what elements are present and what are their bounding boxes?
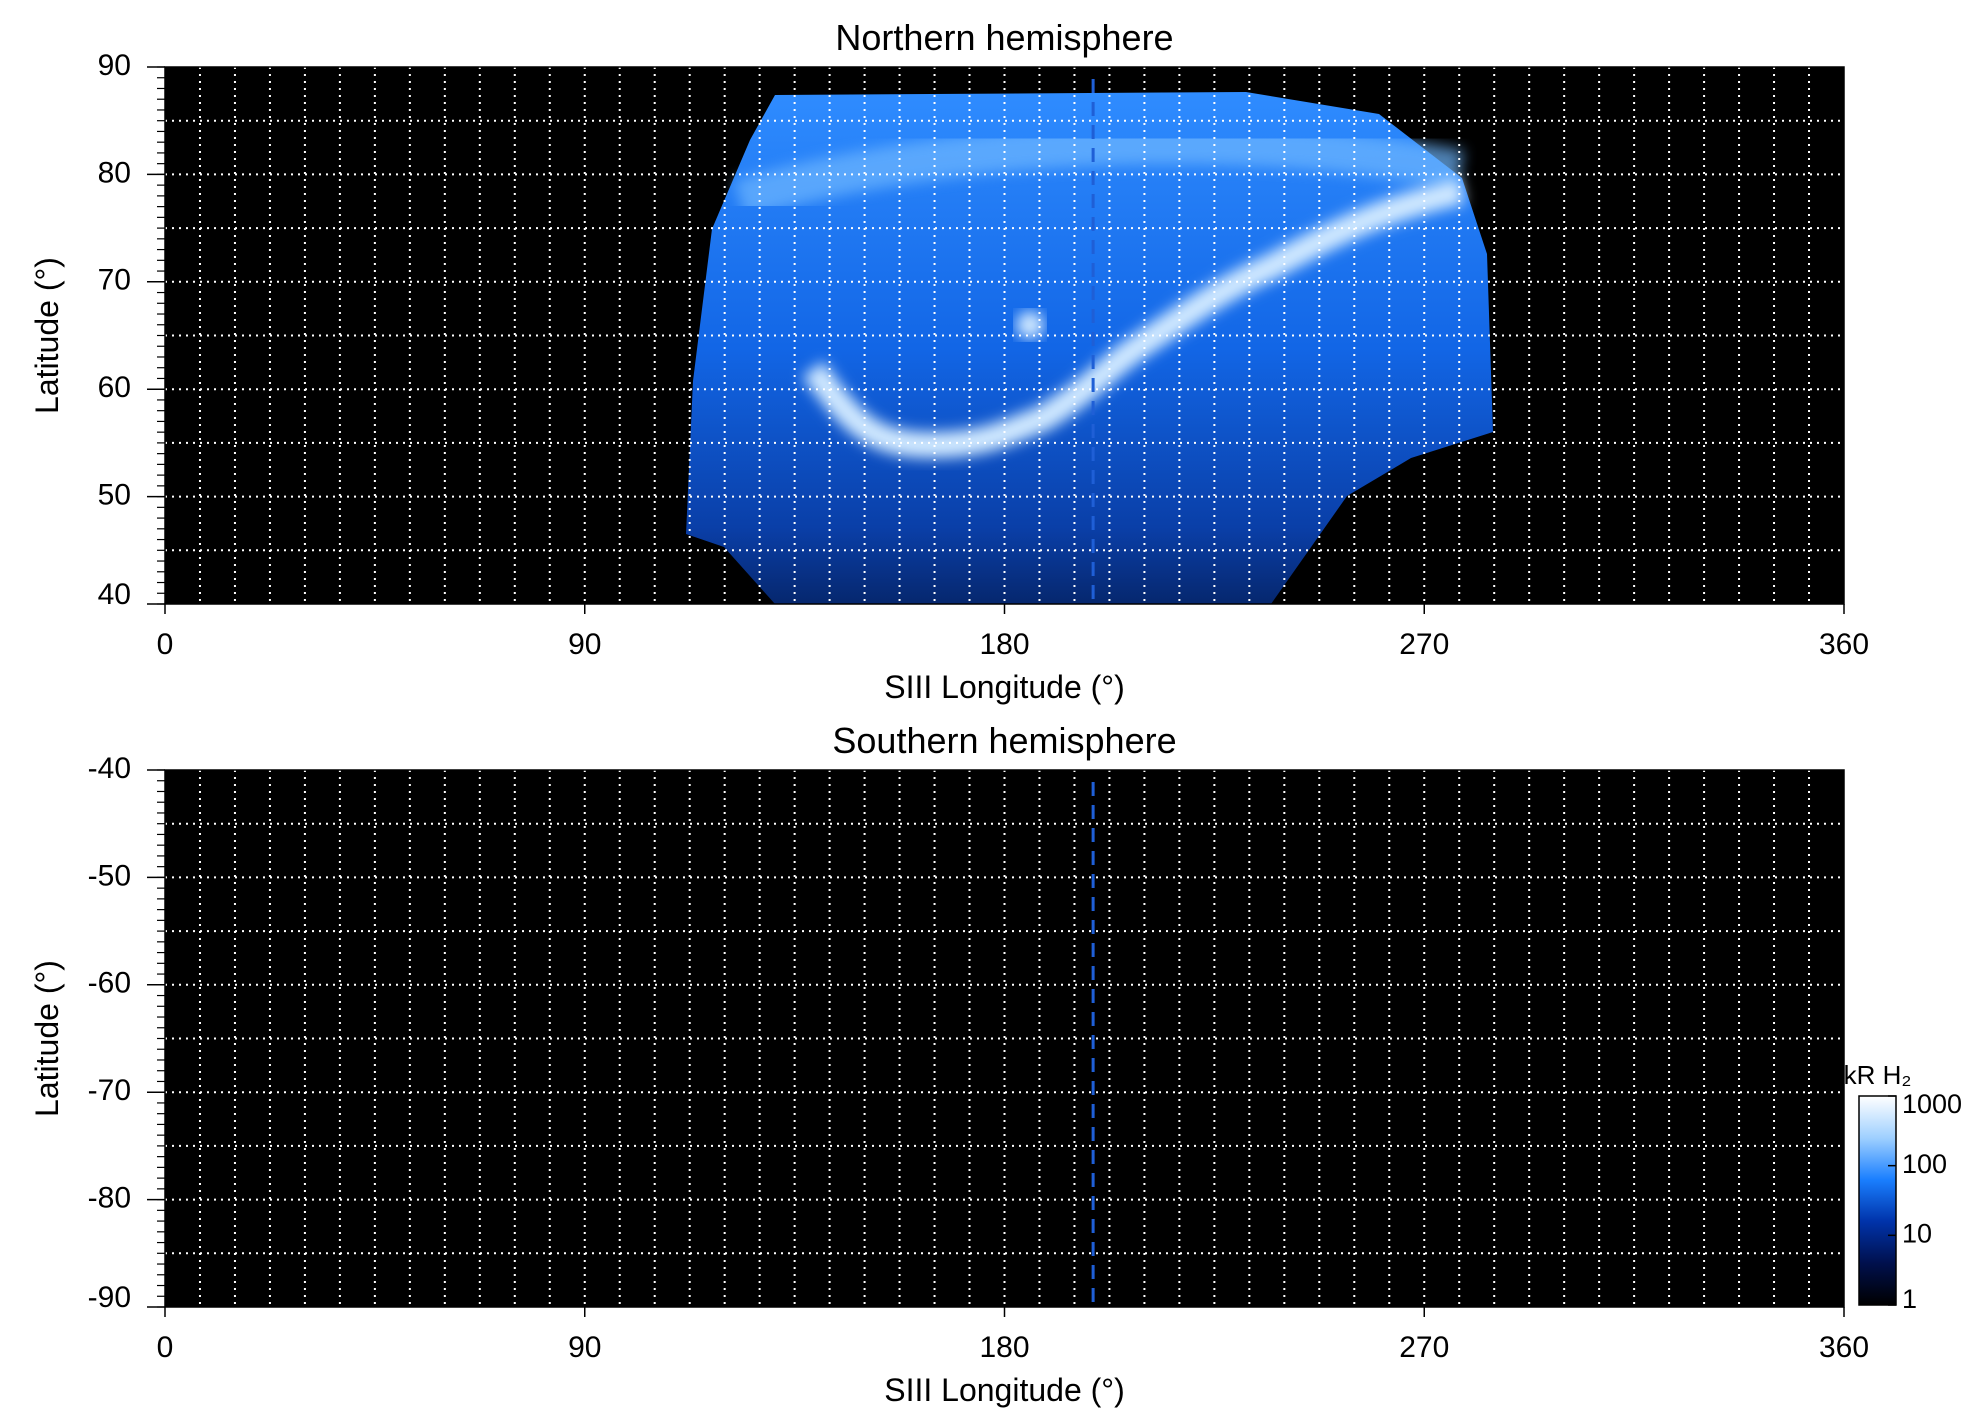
x-tick-label: 360 — [1819, 628, 1869, 661]
x-tick-label: 0 — [157, 628, 174, 661]
colorbar — [1858, 1095, 1897, 1306]
north-panel: 40 50 60 70 80 90 0 90 180 270 360 Northern hemisph… — [29, 17, 1869, 705]
colorbar-label: kR H₂ — [1844, 1060, 1912, 1090]
polar-emission — [734, 124, 1464, 220]
y-tick-label: -70 — [88, 1074, 131, 1107]
x-tick-label: 270 — [1399, 1331, 1449, 1364]
chart-title: Southern hemisphere — [832, 720, 1176, 761]
colorbar-tick-label: 100 — [1902, 1149, 1947, 1179]
x-tick-label: 270 — [1399, 628, 1449, 661]
y-tick-label: 50 — [98, 479, 131, 512]
x-tick-label: 90 — [568, 1331, 601, 1364]
x-tick-label: 0 — [157, 1331, 174, 1364]
y-tick-label: -60 — [88, 967, 131, 1000]
x-axis-label: SIII Longitude (°) — [884, 669, 1124, 705]
y-tick-label: -50 — [88, 859, 131, 892]
colorbar-tick-label: 10 — [1902, 1218, 1932, 1248]
y-tick-label: 80 — [98, 156, 131, 189]
x-tick-label: 180 — [979, 1331, 1029, 1364]
plot-area — [165, 770, 1844, 1307]
x-tick-label: 360 — [1819, 1331, 1869, 1364]
y-tick-label: 70 — [98, 264, 131, 297]
y-axis-label: Latitude (°) — [29, 257, 65, 414]
y-axis-label: Latitude (°) — [29, 960, 65, 1117]
y-tick-label: 60 — [98, 371, 131, 404]
y-tick-label: -40 — [88, 752, 131, 785]
x-axis-label: SIII Longitude (°) — [884, 1372, 1124, 1408]
y-tick-label: 90 — [98, 49, 131, 82]
y-tick-label: -80 — [88, 1182, 131, 1215]
emission-region — [686, 92, 1493, 604]
x-tick-label: 90 — [568, 628, 601, 661]
chart-title: Northern hemisphere — [835, 17, 1173, 58]
spot — [1016, 311, 1044, 339]
aurora-image — [686, 92, 1493, 604]
south-panel: -90 -80 -70 -60 -50 -40 0 90 180 270 360 Southern h… — [29, 720, 1962, 1408]
y-tick-label: 40 — [98, 578, 131, 611]
y-tick-label: -90 — [88, 1281, 131, 1314]
colorbar-tick-label: 1 — [1902, 1284, 1917, 1314]
x-tick-label: 180 — [979, 628, 1029, 661]
colorbar-tick-label: 1000 — [1902, 1089, 1962, 1119]
